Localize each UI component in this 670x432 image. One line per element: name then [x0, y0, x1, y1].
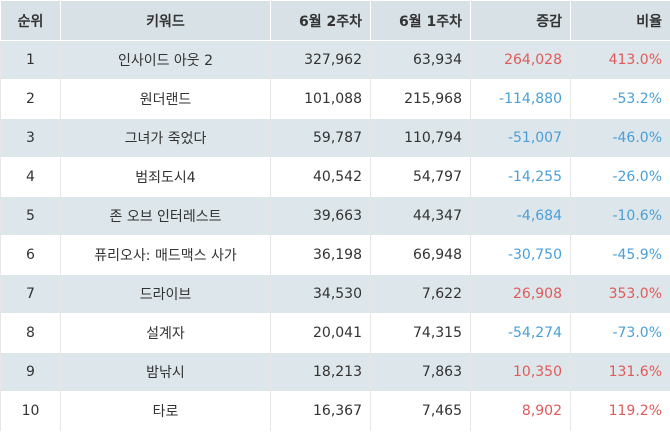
keyword-cell: 타로 [60, 391, 271, 431]
keyword-cell: 원더랜드 [60, 79, 271, 119]
week1-cell: 7,863 [370, 352, 471, 392]
table-row: 8 설계자 20,041 74,315 -54,274 -73.0% [0, 313, 670, 353]
table-row: 2 원더랜드 101,088 215,968 -114,880 -53.2% [0, 79, 670, 119]
keyword-cell: 범죄도시4 [60, 157, 271, 197]
header-diff: 증감 [470, 0, 571, 41]
rank-cell: 3 [0, 118, 61, 158]
rank-cell: 4 [0, 157, 61, 197]
week2-cell: 34,530 [270, 274, 371, 314]
ratio-cell: -26.0% [570, 157, 670, 197]
table-header: 순위 키워드 6월 2주차 6월 1주차 증감 비율 [0, 0, 670, 41]
week1-cell: 7,465 [370, 391, 471, 431]
diff-cell: -114,880 [470, 79, 571, 119]
week2-cell: 36,198 [270, 235, 371, 275]
week1-cell: 215,968 [370, 79, 471, 119]
diff-cell: 8,902 [470, 391, 571, 431]
rank-cell: 10 [0, 391, 61, 431]
table-row: 1 인사이드 아웃 2 327,962 63,934 264,028 413.0… [0, 40, 670, 80]
diff-cell: 264,028 [470, 40, 571, 80]
header-ratio: 비율 [570, 0, 670, 41]
week2-cell: 327,962 [270, 40, 371, 80]
ratio-cell: -45.9% [570, 235, 670, 275]
rank-cell: 1 [0, 40, 61, 80]
header-week2: 6월 2주차 [270, 0, 371, 41]
week1-cell: 7,622 [370, 274, 471, 314]
table-row: 3 그녀가 죽었다 59,787 110,794 -51,007 -46.0% [0, 118, 670, 158]
diff-cell: -14,255 [470, 157, 571, 197]
ratio-cell: 131.6% [570, 352, 670, 392]
week2-cell: 40,542 [270, 157, 371, 197]
week1-cell: 54,797 [370, 157, 471, 197]
week2-cell: 39,663 [270, 196, 371, 236]
week1-cell: 63,934 [370, 40, 471, 80]
ratio-cell: -46.0% [570, 118, 670, 158]
keyword-cell: 존 오브 인터레스트 [60, 196, 271, 236]
rank-cell: 5 [0, 196, 61, 236]
week1-cell: 66,948 [370, 235, 471, 275]
table-body: 1 인사이드 아웃 2 327,962 63,934 264,028 413.0… [0, 40, 670, 431]
diff-cell: -51,007 [470, 118, 571, 158]
header-keyword: 키워드 [60, 0, 271, 41]
ratio-cell: 353.0% [570, 274, 670, 314]
keyword-cell: 밤낚시 [60, 352, 271, 392]
rank-cell: 2 [0, 79, 61, 119]
ratio-cell: -53.2% [570, 79, 670, 119]
header-row: 순위 키워드 6월 2주차 6월 1주차 증감 비율 [0, 0, 670, 41]
diff-cell: 26,908 [470, 274, 571, 314]
table-row: 6 퓨리오사: 매드맥스 사가 36,198 66,948 -30,750 -4… [0, 235, 670, 275]
table-row: 9 밤낚시 18,213 7,863 10,350 131.6% [0, 352, 670, 392]
week2-cell: 20,041 [270, 313, 371, 353]
keyword-cell: 설계자 [60, 313, 271, 353]
ratio-cell: -10.6% [570, 196, 670, 236]
rank-cell: 6 [0, 235, 61, 275]
week1-cell: 44,347 [370, 196, 471, 236]
rank-cell: 8 [0, 313, 61, 353]
diff-cell: 10,350 [470, 352, 571, 392]
keyword-cell: 인사이드 아웃 2 [60, 40, 271, 80]
table-row: 10 타로 16,367 7,465 8,902 119.2% [0, 391, 670, 431]
diff-cell: -30,750 [470, 235, 571, 275]
header-rank: 순위 [0, 0, 61, 41]
week1-cell: 110,794 [370, 118, 471, 158]
table-row: 7 드라이브 34,530 7,622 26,908 353.0% [0, 274, 670, 314]
rank-cell: 9 [0, 352, 61, 392]
keyword-cell: 퓨리오사: 매드맥스 사가 [60, 235, 271, 275]
keyword-cell: 드라이브 [60, 274, 271, 314]
rank-cell: 7 [0, 274, 61, 314]
ratio-cell: 413.0% [570, 40, 670, 80]
week2-cell: 16,367 [270, 391, 371, 431]
week1-cell: 74,315 [370, 313, 471, 353]
diff-cell: -54,274 [470, 313, 571, 353]
week2-cell: 101,088 [270, 79, 371, 119]
week2-cell: 18,213 [270, 352, 371, 392]
week2-cell: 59,787 [270, 118, 371, 158]
ratio-cell: -73.0% [570, 313, 670, 353]
ratio-cell: 119.2% [570, 391, 670, 431]
table-row: 5 존 오브 인터레스트 39,663 44,347 -4,684 -10.6% [0, 196, 670, 236]
keyword-cell: 그녀가 죽었다 [60, 118, 271, 158]
diff-cell: -4,684 [470, 196, 571, 236]
table-row: 4 범죄도시4 40,542 54,797 -14,255 -26.0% [0, 157, 670, 197]
header-week1: 6월 1주차 [370, 0, 471, 41]
